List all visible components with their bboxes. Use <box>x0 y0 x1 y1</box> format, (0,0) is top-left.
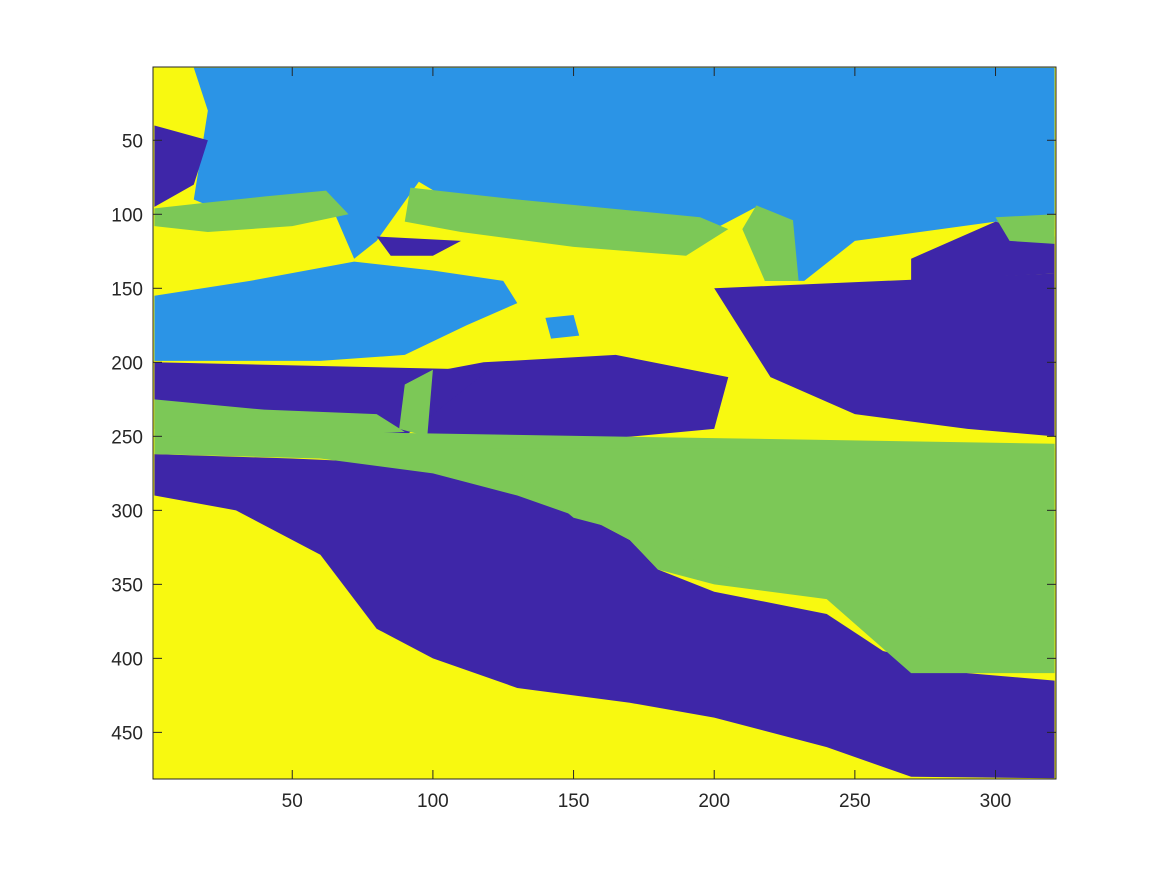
y-tick-label: 400 <box>111 649 143 670</box>
heatmap-region <box>404 187 729 256</box>
x-tick-label: 200 <box>698 791 730 812</box>
y-tick-label: 150 <box>111 279 143 300</box>
x-tick-label: 300 <box>980 791 1012 812</box>
x-axis: 50 100 150 200 250 300 <box>282 67 1012 812</box>
heatmap-region <box>154 261 518 361</box>
axes-box <box>152 66 1057 780</box>
heatmap-region <box>714 273 1055 437</box>
x-tick-label: 50 <box>282 791 303 812</box>
heatmap-region <box>404 354 729 444</box>
heatmap-region <box>742 205 799 281</box>
heatmap-region <box>154 454 1055 779</box>
heatmap-region <box>154 67 1055 281</box>
heatmap-region <box>154 190 349 233</box>
heatmap-region <box>545 314 580 339</box>
heatmap-region <box>154 125 208 207</box>
x-tick-label: 250 <box>839 791 871 812</box>
heatmap-region <box>399 369 433 437</box>
y-tick-label: 200 <box>111 353 143 374</box>
heatmap-region <box>995 214 1055 244</box>
y-tick-label: 100 <box>111 205 143 226</box>
image-layer <box>153 67 1056 779</box>
y-tick-label: 250 <box>111 427 143 448</box>
heatmap-region <box>489 448 1055 629</box>
y-axis: 50 100 150 200 250 300 350 400 450 <box>111 131 1056 744</box>
x-tick-label: 150 <box>558 791 590 812</box>
heatmap-region <box>154 399 405 437</box>
heatmap-region <box>376 236 462 256</box>
y-tick-label: 300 <box>111 501 143 522</box>
y-tick-label: 50 <box>122 131 143 152</box>
x-tick-label: 100 <box>417 791 449 812</box>
y-tick-label: 350 <box>111 575 143 596</box>
y-tick-label: 450 <box>111 723 143 744</box>
